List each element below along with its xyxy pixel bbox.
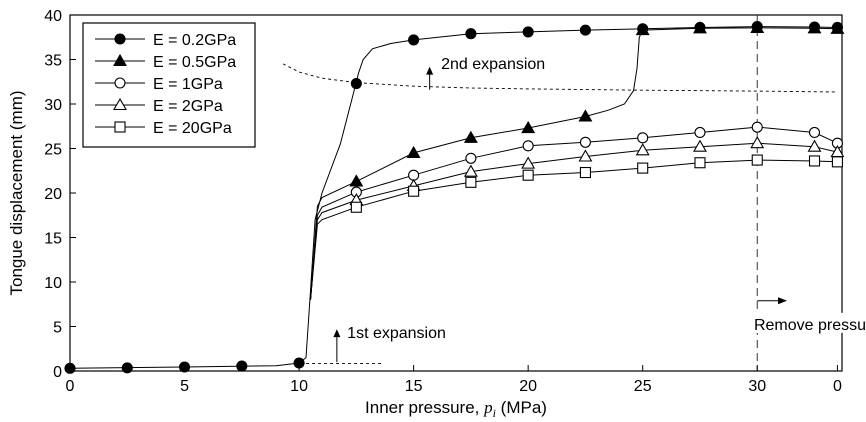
y-tick-label: 40 (44, 8, 62, 25)
x-axis-title-subscript: i (493, 406, 496, 420)
y-tick-label: 5 (53, 320, 62, 337)
data-point (408, 185, 420, 197)
data-point (350, 77, 362, 90)
second-expansion-arrow-head (426, 66, 434, 75)
data-point (694, 126, 706, 139)
y-tick-label: 30 (44, 97, 62, 114)
data-point (522, 140, 534, 152)
legend: E = 0.2GPa E = 0.5GPa E = 1GPa E = 2GPa E = … (82, 22, 256, 148)
data-point (522, 169, 534, 181)
legend-label: E = 0.2GPa (153, 32, 236, 49)
legend-marker (114, 121, 126, 133)
data-point (521, 120, 536, 134)
data-point (350, 201, 362, 213)
x-tick-label: 0 (833, 378, 842, 395)
legend-label: E = 2GPa (153, 98, 223, 115)
x-axis-title: Inner pressure, pi (MPa) (365, 398, 547, 420)
legend-marker (114, 77, 126, 89)
x-tick-label: 0 (66, 378, 75, 395)
data-point (521, 156, 536, 169)
data-point (522, 26, 534, 38)
x-tick-label: 5 (180, 378, 189, 395)
expansion-threshold-curve (282, 63, 838, 93)
legend-label: E = 20GPa (153, 120, 232, 137)
data-point (349, 174, 364, 187)
data-point (807, 139, 822, 152)
first-expansion-label: 1st expansion (347, 325, 446, 342)
data-point (694, 157, 706, 169)
data-point (408, 169, 420, 181)
data-point (578, 109, 593, 122)
plot-area: 2nd expansion 1st expansion Remove pressur… (64, 14, 866, 374)
data-point (463, 130, 478, 143)
data-point (408, 34, 420, 46)
data-point (807, 21, 822, 34)
legend-label: E = 1GPa (153, 76, 223, 93)
y-tick-label: 20 (44, 186, 62, 203)
data-point (750, 20, 765, 33)
x-tick-label: 30 (748, 378, 766, 395)
remove-pressure-arrow-head (778, 297, 788, 305)
y-tick-label: 15 (44, 231, 62, 248)
data-point (578, 149, 593, 162)
y-tick-label: 0 (53, 364, 62, 381)
y-tick-label: 35 (44, 53, 62, 70)
x-axis-title-prefix: Inner pressure, (365, 398, 484, 417)
remove-pressure-label-bg (751, 312, 866, 333)
x-axis-title-symbol: p (483, 398, 493, 417)
y-axis-ticks: 0 5 10 15 20 25 30 35 40 (44, 8, 76, 381)
data-point (808, 155, 821, 167)
series-line (310, 27, 838, 300)
data-point (693, 21, 707, 34)
x-tick-label: 15 (405, 378, 423, 395)
data-point (751, 121, 763, 133)
remove-pressure-label: Remove pressure (754, 317, 866, 334)
series-line (310, 126, 838, 300)
data-point (637, 162, 649, 174)
x-tick-label: 20 (519, 378, 537, 395)
data-point (579, 24, 591, 36)
data-point (406, 145, 421, 158)
legend-marker (113, 97, 127, 111)
first-expansion-arrow-head (333, 329, 341, 338)
y-tick-label: 25 (44, 142, 62, 159)
series-3 (310, 136, 845, 300)
data-point (465, 152, 477, 164)
data-point (465, 28, 477, 40)
series-line (69, 26, 838, 369)
x-axis-ticks: 0 5 10 15 20 25 30 0 (66, 365, 842, 395)
data-point (693, 139, 707, 152)
data-point (463, 164, 478, 177)
data-point (831, 156, 843, 168)
legend-label: E = 0.5GPa (153, 54, 236, 71)
data-point (830, 21, 845, 34)
data-point (637, 132, 649, 144)
y-axis-title: Tongue displacement (mm) (7, 90, 26, 295)
x-tick-label: 10 (290, 378, 308, 395)
data-point (751, 154, 763, 166)
data-point (635, 23, 650, 36)
data-point (808, 126, 821, 139)
x-axis-title-suffix: (MPa) (496, 398, 547, 417)
data-point (236, 360, 248, 372)
series-4 (310, 154, 843, 300)
legend-marker (114, 33, 126, 45)
second-expansion-label: 2nd expansion (441, 56, 545, 73)
y-tick-label: 10 (44, 275, 62, 292)
legend-box (82, 22, 256, 148)
series-2 (310, 121, 843, 300)
data-point (121, 362, 133, 374)
data-point (579, 136, 591, 148)
series-0 (64, 21, 843, 374)
series-line (310, 159, 838, 300)
x-tick-label: 25 (634, 378, 652, 395)
series-line (310, 142, 838, 300)
data-point (750, 136, 765, 149)
data-point (465, 176, 477, 188)
data-point (635, 143, 650, 156)
series-1 (310, 20, 845, 300)
legend-marker (113, 53, 127, 67)
data-point (579, 166, 591, 179)
